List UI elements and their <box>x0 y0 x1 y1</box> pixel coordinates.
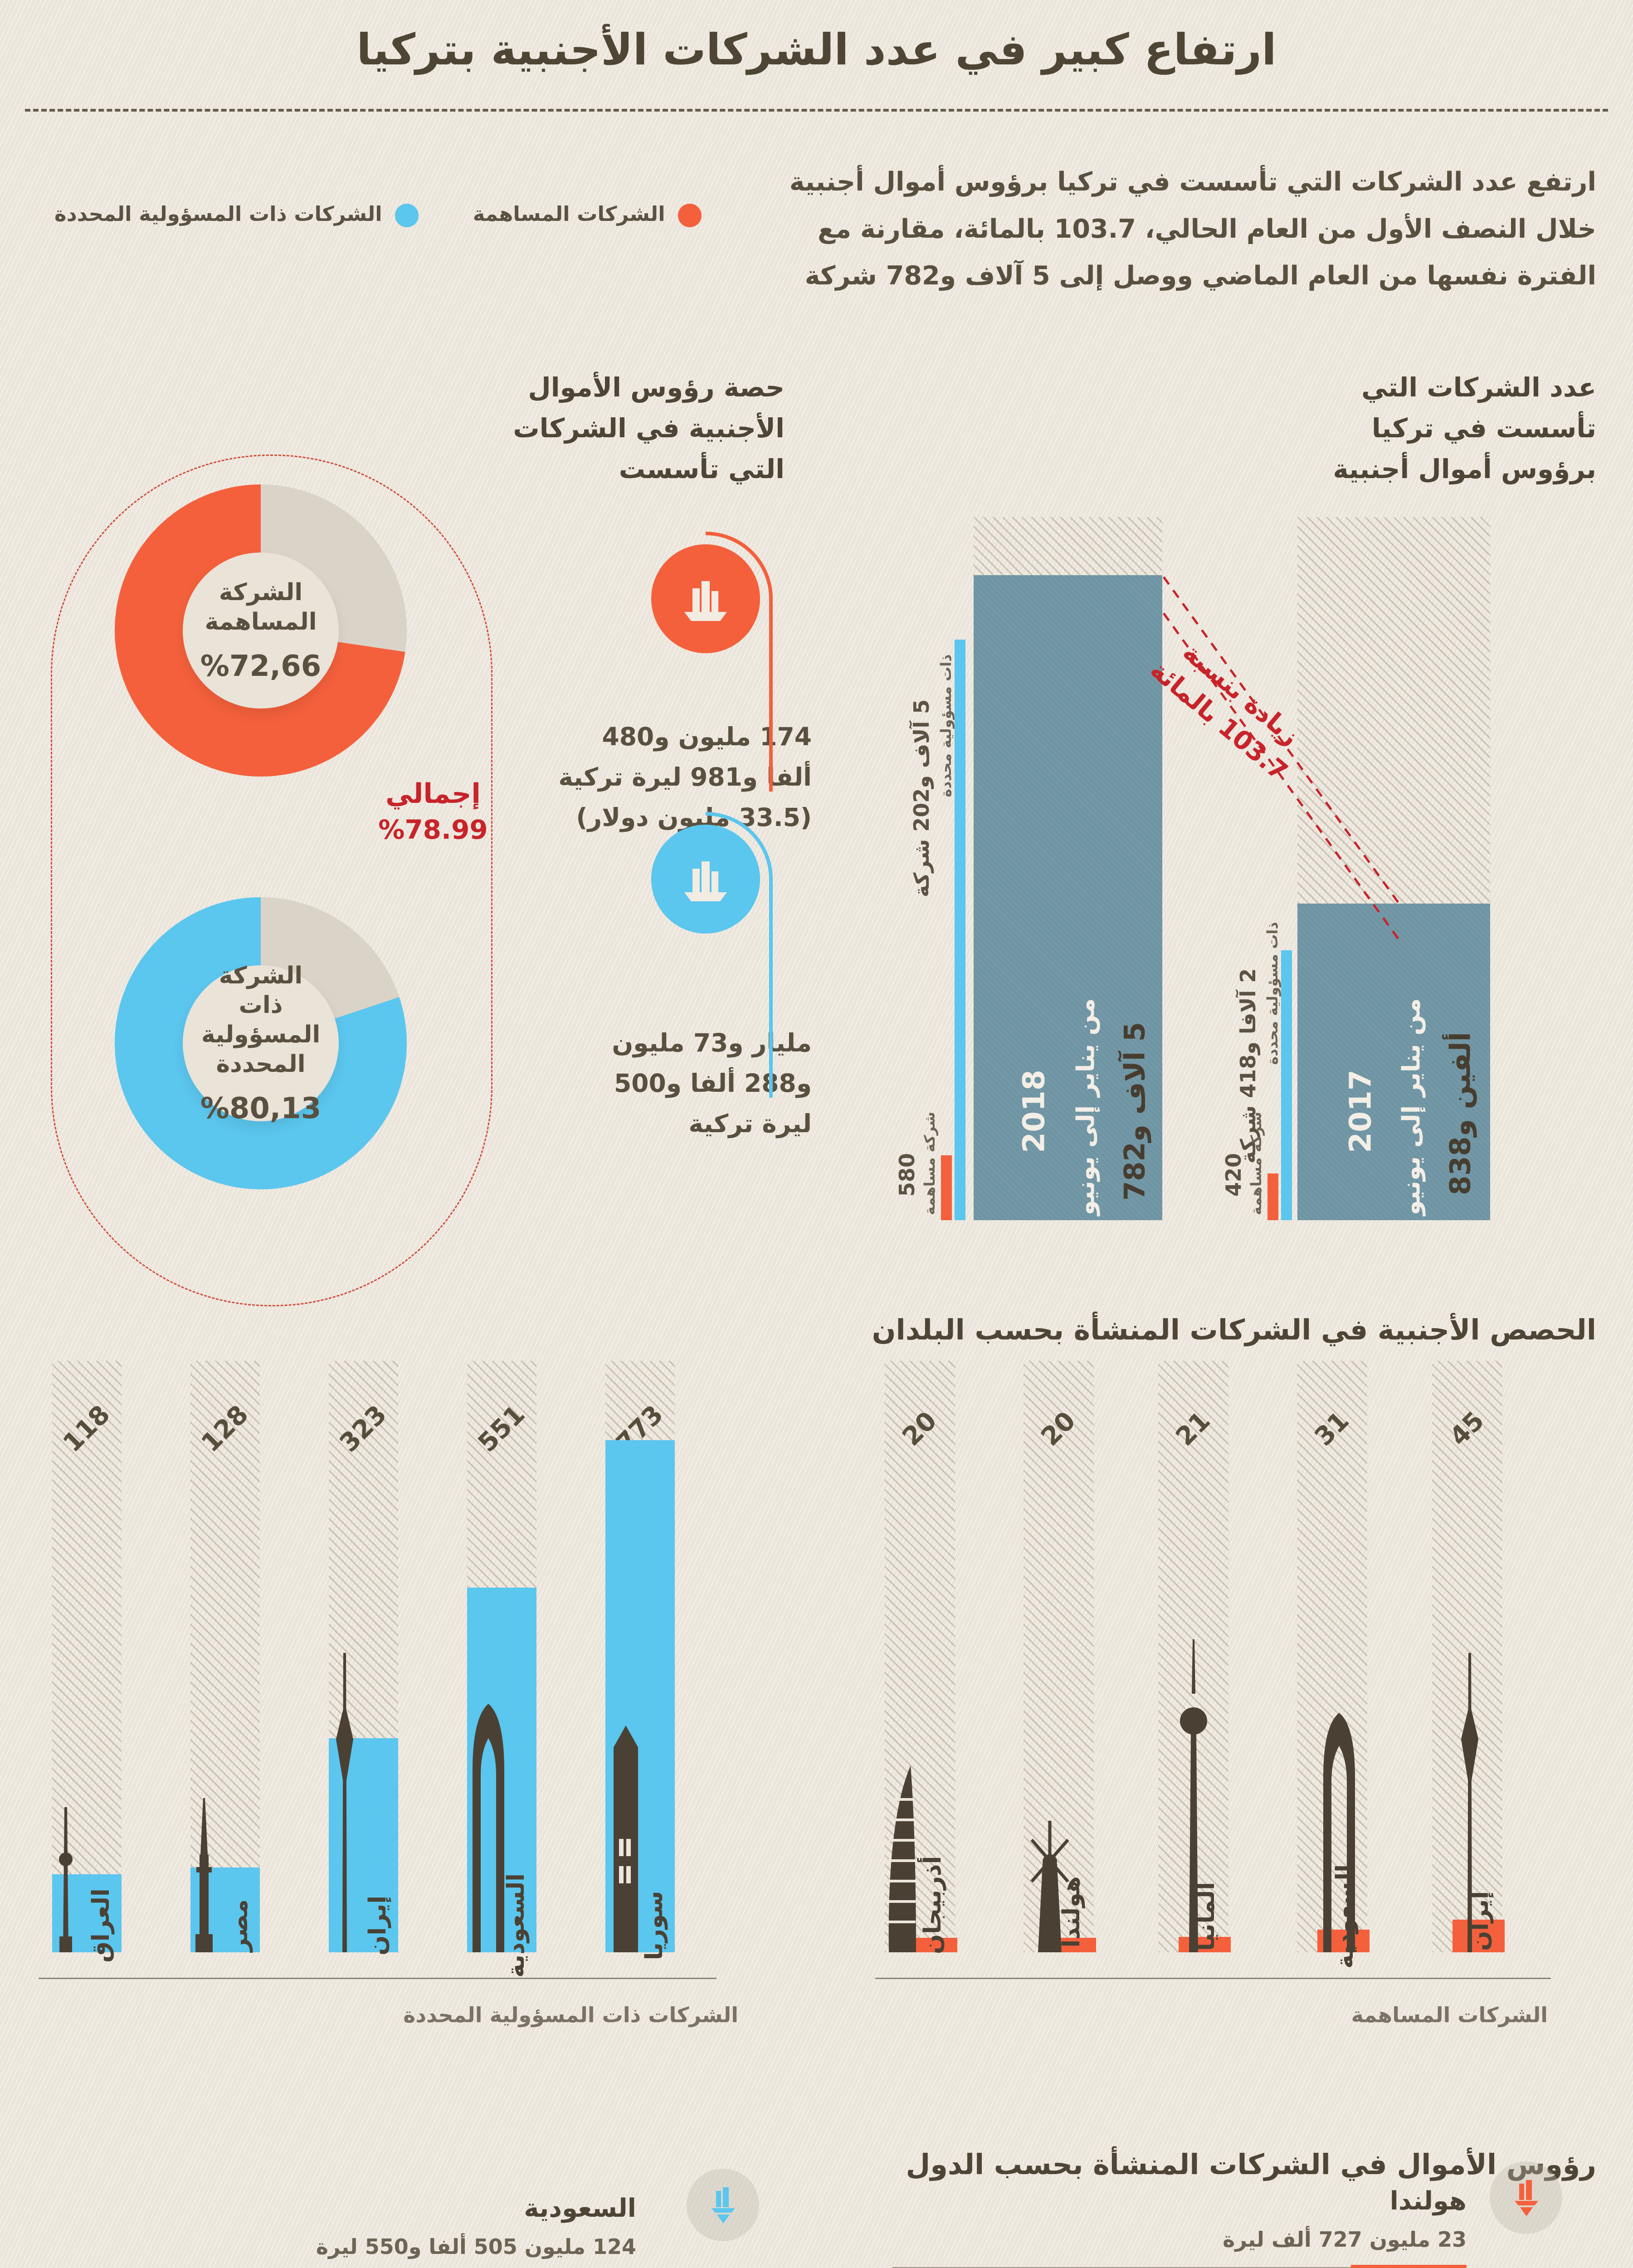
jsc-count-2017: 420 <box>1221 1153 1246 1197</box>
increase-pct-label: زيادة بنسبة 103.7 بالمائة <box>1145 637 1305 787</box>
jsc-chart-caption: الشركات المساهمة <box>1351 2003 1548 2027</box>
jsc-buildings-badge <box>651 544 760 653</box>
llc-sub-label-2017: ذات مسؤولية محددة <box>1264 922 1281 1065</box>
legend-llc-label: الشركات ذات المسؤولية المحددة <box>54 202 382 226</box>
jsc-label-2017: شركة مساهمة <box>1248 1112 1265 1215</box>
period-label-2018: من يناير إلى يونيو <box>1071 998 1100 1216</box>
capitals-by-country-title: رؤوس الأموال في الشركات المنشأة بحسب الد… <box>906 2148 1596 2181</box>
donut-jsc-pct: %72,66 <box>200 650 322 683</box>
bar-country-label: السعودية <box>502 1873 530 1978</box>
building-decline-icon <box>711 2187 735 2224</box>
entry-amount: 124 مليون 505 ألفا و550 ليرة <box>316 2234 636 2259</box>
iraq-landmark-icon <box>59 1807 73 1952</box>
netherlands-windmill-icon <box>1030 1821 1069 1952</box>
iran-milad-tower-icon <box>336 1653 353 1952</box>
legend-item-llc: الشركات ذات المسؤولية المحددة <box>54 202 419 227</box>
entry-amount: 23 مليون 727 ألف ليرة <box>1223 2227 1467 2252</box>
capital-share-title: حصة رؤوس الأموال الأجنبية في الشركات الت… <box>513 372 785 484</box>
germany-tv-tower-icon <box>1180 1639 1207 1952</box>
iran-milad-tower-icon <box>1461 1653 1478 1952</box>
syria-minaret-icon <box>614 1725 638 1952</box>
entry-country: السعودية <box>524 2194 636 2223</box>
building-decline-icon <box>1514 2180 1538 2216</box>
shares-by-country-title: الحصص الأجنبية في الشركات المنشأة بحسب ا… <box>872 1313 1596 1346</box>
saudi-kingdom-tower-icon <box>473 1704 504 1952</box>
bar-germany <box>1179 1937 1231 1952</box>
buildings-icon <box>684 861 727 901</box>
bar-country-label: العراق <box>88 1888 115 1963</box>
donuts-dashed-capsule <box>51 455 492 1306</box>
entry-icon-circle <box>687 2169 759 2241</box>
year-label-2017: 2017 <box>1343 1070 1378 1153</box>
azerbaijan-flame-tower-icon <box>888 1765 916 1952</box>
jsc-color-dot-icon <box>678 204 702 227</box>
entry-meter <box>892 2265 1467 2268</box>
legend-item-jsc: الشركات المساهمة <box>473 202 702 227</box>
bar-country-label: ألمانيا <box>1193 1882 1220 1951</box>
llc-chart-caption: الشركات ذات المسؤولية المحددة <box>403 2003 738 2027</box>
donut-llc-pct: %80,13 <box>200 1092 322 1125</box>
bar-iran <box>329 1738 398 1952</box>
page-title: ارتفاع كبير في عدد الشركات الأجنبية بترك… <box>356 25 1277 75</box>
bar-iran <box>1453 1920 1505 1952</box>
llc-color-dot-icon <box>395 204 419 227</box>
llc-bar-2018 <box>955 640 965 1220</box>
bar-country-label: إيران <box>1467 1891 1494 1951</box>
donut-jsc: الشركة المساهمة %72,66 <box>115 484 407 777</box>
total-label-2018: 5 آلاف و782 <box>1118 1022 1151 1201</box>
llc-sub-label-2018: ذات مسؤولية محددة <box>937 654 955 797</box>
title-separator <box>25 109 1608 112</box>
total-share-value: %78.99 <box>378 814 488 845</box>
entry-meter-bar <box>1351 2265 1467 2268</box>
hatch-col <box>1297 1361 1367 1952</box>
year-label-2018: 2018 <box>1016 1070 1052 1153</box>
jsc-bar-2017 <box>1267 1173 1278 1220</box>
legend-jsc-label: الشركات المساهمة <box>473 202 665 226</box>
bar-country-label: سوريا <box>641 1891 668 1960</box>
companies-count-title: عدد الشركات التي تأسست في تركيا برؤوس أم… <box>1333 372 1596 484</box>
jsc-label-2018: شركة مساهمة <box>921 1112 938 1215</box>
intro-paragraph: ارتفع عدد الشركات التي تأسست في تركيا بر… <box>789 167 1596 291</box>
total-bar-2018 <box>974 575 1162 1220</box>
llc-chart-axis <box>39 1978 717 1979</box>
llc-capital-amount: مليار و73 مليون و288 ألفا و500 ليرة تركي… <box>612 1028 812 1139</box>
hatch-col <box>1024 1361 1094 1952</box>
bar-country-label: مصر <box>226 1899 253 1952</box>
total-label-2017: ألفين و838 <box>1443 1032 1477 1195</box>
saudi-kingdom-tower-icon <box>1323 1713 1355 1952</box>
egypt-landmark-icon <box>195 1798 213 1952</box>
buildings-icon <box>684 581 727 621</box>
donut-jsc-label: الشركة المساهمة <box>205 579 317 635</box>
total-share-label: إجمالي <box>385 778 481 810</box>
period-label-2017: من يناير إلى يونيو <box>1397 998 1426 1216</box>
donut-llc-label: الشركة ذات المسؤولية المحددة <box>201 962 321 1078</box>
jsc-capital-amount: 174 مليون و480 ألفا و981 ليرة تركية (33.… <box>558 722 812 832</box>
donut-jsc-center: الشركة المساهمة %72,66 <box>183 552 339 709</box>
bar-country-label: إيران <box>364 1896 391 1955</box>
entry-country: هولندا <box>1389 2186 1467 2216</box>
total-share-badge: إجمالي %78.99 <box>358 778 508 845</box>
jsc-bar-2018 <box>941 1155 952 1220</box>
llc-count-label-2018: 5 آلاف و202 شركة <box>909 699 934 898</box>
jsc-count-2018: 580 <box>895 1153 919 1197</box>
llc-buildings-badge <box>651 825 760 934</box>
hatch-col <box>1432 1361 1502 1952</box>
donut-llc-center: الشركة ذات المسؤولية المحددة %80,13 <box>183 962 339 1125</box>
bar-country-label: السعودية <box>1331 1864 1359 1969</box>
entry-icon-circle <box>1490 2161 1562 2234</box>
bar-country-label: أذربيجان <box>919 1856 946 1955</box>
donut-llc: الشركة ذات المسؤولية المحددة %80,13 <box>115 897 407 1189</box>
llc-bar-2017 <box>1281 950 1292 1220</box>
total-bar-2017 <box>1297 904 1490 1220</box>
bar-country-label: هولندا <box>1058 1876 1085 1948</box>
jsc-chart-axis <box>875 1978 1551 1979</box>
legend: الشركات المساهمة الشركات ذات المسؤولية ا… <box>54 202 702 227</box>
